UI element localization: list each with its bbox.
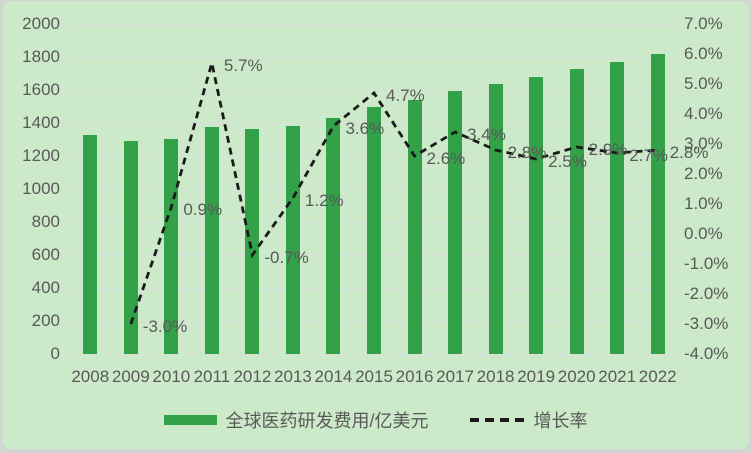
dashed-line-marker-icon bbox=[469, 418, 524, 422]
gridline bbox=[70, 56, 678, 58]
growth-label-2015: 4.7% bbox=[386, 86, 425, 105]
bar-2008 bbox=[83, 134, 98, 354]
x-tick-2014: 2014 bbox=[314, 367, 353, 386]
x-tick-2011: 2011 bbox=[193, 367, 231, 386]
right-tick-0.0%: 0.0% bbox=[684, 224, 723, 243]
x-tick-2019: 2019 bbox=[517, 367, 556, 386]
x-tick-2010: 2010 bbox=[152, 367, 191, 386]
bar-2020 bbox=[569, 69, 584, 354]
left-tick-1200: 1200 bbox=[22, 146, 60, 165]
right-tick--1.0%: -1.0% bbox=[684, 254, 729, 273]
gridline bbox=[70, 353, 678, 355]
x-tick-2009: 2009 bbox=[111, 367, 150, 386]
left-tick-2000: 2000 bbox=[22, 14, 60, 33]
growth-label-2013: 1.2% bbox=[304, 191, 344, 210]
growth-label-2017: 3.4% bbox=[467, 125, 506, 144]
x-tick-2018: 2018 bbox=[476, 367, 515, 386]
growth-label-2016: 2.6% bbox=[426, 149, 466, 168]
growth-label-2011: 5.7% bbox=[223, 56, 263, 75]
x-tick-2016: 2016 bbox=[395, 367, 434, 386]
x-tick-2012: 2012 bbox=[233, 367, 272, 386]
right-tick--3.0%: -3.0% bbox=[684, 314, 729, 333]
growth-label-2022: 2.8% bbox=[669, 143, 709, 162]
bar-2009 bbox=[123, 141, 138, 354]
left-tick-200: 200 bbox=[31, 311, 60, 330]
right-tick-6.0%: 6.0% bbox=[684, 44, 723, 63]
right-tick-4.0%: 4.0% bbox=[684, 104, 723, 123]
gridline bbox=[70, 23, 678, 25]
left-tick-1800: 1800 bbox=[22, 47, 60, 66]
growth-label-2021: 2.7% bbox=[629, 146, 668, 165]
bar-2015 bbox=[367, 106, 381, 354]
bar-2014 bbox=[326, 117, 341, 354]
right-tick-1.0%: 1.0% bbox=[684, 194, 723, 213]
x-tick-2013: 2013 bbox=[274, 367, 312, 386]
x-tick-2017: 2017 bbox=[436, 367, 474, 386]
left-tick-1400: 1400 bbox=[22, 113, 60, 132]
x-tick-2022: 2022 bbox=[638, 367, 677, 386]
left-tick-800: 800 bbox=[31, 212, 60, 231]
bar-2021 bbox=[610, 61, 625, 354]
right-tick-2.0%: 2.0% bbox=[684, 164, 723, 183]
left-tick-600: 600 bbox=[31, 245, 60, 264]
growth-label-2018: 2.8% bbox=[507, 143, 547, 162]
growth-label-2012: -0.7% bbox=[264, 248, 309, 267]
legend-line-label: 增长率 bbox=[533, 411, 588, 431]
left-tick-1600: 1600 bbox=[22, 80, 60, 99]
x-tick-2008: 2008 bbox=[71, 367, 110, 386]
growth-label-2014: 3.6% bbox=[345, 119, 385, 138]
x-tick-2015: 2015 bbox=[355, 367, 393, 386]
legend-bar-label: 全球医药研发费用/亿美元 bbox=[225, 411, 429, 431]
bar-2019 bbox=[529, 77, 544, 354]
right-tick-3.0%: 3.0% bbox=[684, 134, 723, 153]
bar-2016 bbox=[407, 100, 422, 354]
legend: 全球医药研发费用/亿美元 增长率 bbox=[2, 405, 749, 435]
right-tick-5.0%: 5.0% bbox=[684, 74, 723, 93]
growth-label-2010: 0.9% bbox=[183, 200, 223, 219]
bar-2011 bbox=[204, 126, 219, 354]
left-tick-1000: 1000 bbox=[22, 179, 60, 198]
x-tick-2021: 2021 bbox=[598, 367, 637, 386]
bar-2012 bbox=[245, 128, 260, 354]
bar-2013 bbox=[285, 125, 300, 354]
bar-series-swatch-icon bbox=[163, 415, 217, 425]
bar-2022 bbox=[650, 53, 665, 354]
left-tick-0: 0 bbox=[50, 344, 60, 363]
right-tick-7.0%: 7.0% bbox=[684, 14, 723, 33]
growth-label-2020: 2.9% bbox=[588, 140, 628, 159]
gridline bbox=[70, 89, 678, 91]
bar-2017 bbox=[448, 91, 463, 354]
growth-label-2019: 2.5% bbox=[548, 152, 587, 171]
left-tick-400: 400 bbox=[31, 278, 60, 297]
right-tick--2.0%: -2.0% bbox=[684, 284, 729, 303]
right-tick--4.0%: -4.0% bbox=[684, 344, 729, 363]
x-tick-2020: 2020 bbox=[557, 367, 596, 386]
growth-label-2009: -3.0% bbox=[142, 317, 188, 336]
